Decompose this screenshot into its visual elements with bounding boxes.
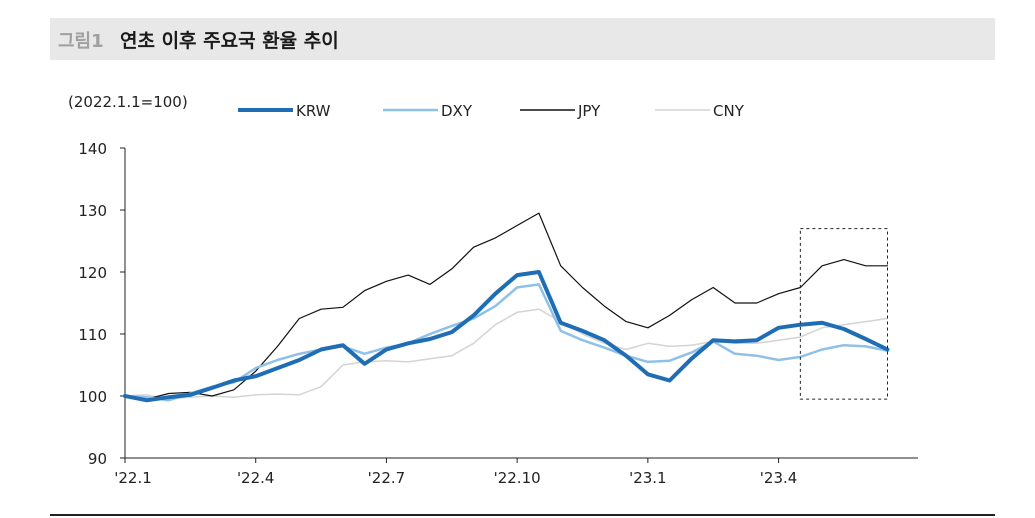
legend-label-dxy: DXY bbox=[441, 102, 473, 120]
highlight-box-group bbox=[799, 228, 888, 400]
legend-label-cny: CNY bbox=[713, 102, 745, 120]
y-axis-unit-label: (2022.1.1=100) bbox=[68, 93, 188, 111]
y-tick-label: 100 bbox=[78, 388, 107, 406]
figure-label: 그림1 bbox=[58, 31, 104, 52]
series-line-dxy bbox=[123, 283, 889, 402]
series-line-cny bbox=[124, 308, 889, 400]
x-tick-label: '22.1 bbox=[114, 469, 152, 487]
axes: 90 100 110 120 130 140 '22.1 '22.4 '22.7 '22.10 '2… bbox=[78, 140, 918, 487]
x-tick-label: '22.7 bbox=[368, 469, 406, 487]
series-line-jpy bbox=[124, 212, 889, 400]
y-tick-label: 90 bbox=[88, 450, 107, 468]
series-group bbox=[123, 212, 890, 403]
figure-header: 그림1 연초 이후 주요국 환율 추이 bbox=[50, 18, 995, 60]
legend-label-jpy: JPY bbox=[577, 102, 601, 120]
x-tick-label: '22.4 bbox=[237, 469, 275, 487]
y-tick-label: 120 bbox=[78, 264, 107, 282]
y-tick-label: 140 bbox=[78, 140, 107, 158]
bottom-rule bbox=[50, 514, 995, 516]
series-line-krw bbox=[123, 270, 890, 403]
y-tick-label: 130 bbox=[78, 202, 107, 220]
x-tick-label: '23.1 bbox=[629, 469, 667, 487]
figure-title: 연초 이후 주요국 환율 추이 bbox=[120, 30, 339, 52]
legend: KRW DXY JPY CNY bbox=[238, 102, 745, 120]
x-tick-label: '22.10 bbox=[494, 469, 541, 487]
y-tick-label: 110 bbox=[78, 326, 107, 344]
x-tick-label: '23.4 bbox=[760, 469, 798, 487]
legend-label-krw: KRW bbox=[296, 102, 331, 120]
highlight-box bbox=[799, 228, 888, 400]
